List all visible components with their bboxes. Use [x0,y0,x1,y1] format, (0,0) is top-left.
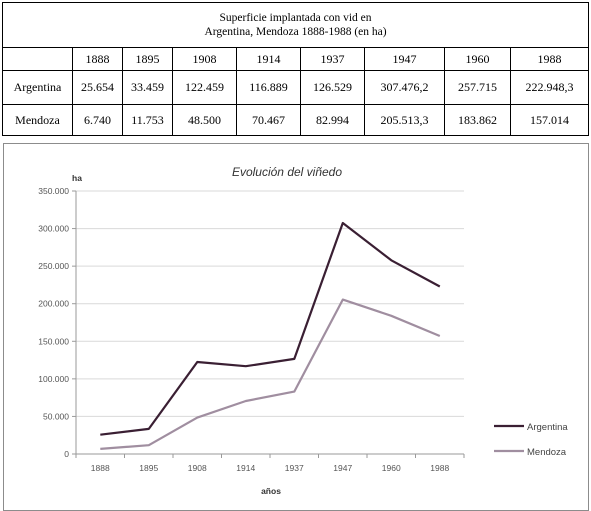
year-header: 1908 [172,47,237,71]
table-cell: 222.948,3 [509,70,590,105]
x-tick-label: 1895 [139,463,158,473]
x-tick-label: 1937 [285,463,304,473]
table-cell: 307.476,2 [364,70,445,105]
series-line-mendoza [100,298,441,450]
y-tick-label: 0 [64,449,69,459]
table-caption: Superficie implantada con vid en Argenti… [1,2,590,48]
year-header: 1888 [72,47,123,71]
table-row-argentina: Argentina 25.654 33.459 122.459 116.889 … [2,70,590,105]
chart-panel: 0 50.000 100.000 150.000 200.000 250.000 300.0… [3,143,589,511]
data-table-wrapper: Superficie implantada con vid en Argenti… [1,2,590,136]
x-tick-label: 1908 [188,463,207,473]
y-tick-label: 200.000 [38,299,69,309]
legend-label-argentina: Argentina [527,422,568,433]
row-label: Argentina [2,70,73,105]
table-header-row: 1888 1895 1908 1914 1937 1947 1960 1988 [2,47,590,71]
series-line-argentina [100,221,441,436]
table-cell: 157.014 [509,104,590,136]
table-cell: 33.459 [122,70,173,105]
table-cell: 48.500 [172,104,237,136]
table-cell: 205.513,3 [364,104,445,136]
table-cell: 257.715 [444,70,511,105]
legend-label-mendoza: Mendoza [527,447,567,458]
year-header: 1947 [364,47,445,71]
table-row-mendoza: Mendoza 6.740 11.753 48.500 70.467 82.99… [2,104,590,136]
x-tick-label: 1960 [382,463,401,473]
axes [72,190,465,458]
x-tick-label: 1888 [91,463,110,473]
x-axis-label: años [261,486,281,496]
table-caption-line2: Argentina, Mendoza 1888-1988 (en ha) [204,26,387,38]
series-lines [100,221,441,450]
year-header: 1937 [300,47,365,71]
x-tick-label: 1947 [333,463,352,473]
table-cell: 116.889 [236,70,301,105]
y-tick-label: 50.000 [43,411,69,421]
y-tick-label: 300.000 [38,224,69,234]
x-tick-label: 1914 [236,463,255,473]
y-tick-label: 350.000 [38,186,69,196]
table-cell: 25.654 [72,70,123,105]
table-cell: 126.529 [300,70,365,105]
year-header: 1914 [236,47,301,71]
y-tick-label: 150.000 [38,336,69,346]
row-label: Mendoza [2,104,73,136]
legend: Argentina Mendoza [494,422,568,458]
line-chart: 0 50.000 100.000 150.000 200.000 250.000 300.0… [38,165,568,496]
table-caption-line1: Superficie implantada con vid en [219,12,372,24]
chart-title: Evolución del viñedo [232,165,342,179]
y-tick-labels: 0 50.000 100.000 150.000 200.000 250.000 300.0… [38,186,69,459]
x-tick-label: 1988 [430,463,449,473]
table-cell: 183.862 [444,104,511,136]
data-table: Superficie implantada con vid en Argenti… [1,2,590,136]
year-header: 1988 [509,47,590,71]
y-axis-label: ha [72,173,82,183]
y-tick-label: 250.000 [38,261,69,271]
table-cell: 82.994 [300,104,365,136]
year-header: 1895 [122,47,173,71]
y-tick-label: 100.000 [38,374,69,384]
grid-lines [76,190,464,417]
table-cell: 11.753 [122,104,173,136]
table-cell: 6.740 [72,104,123,136]
table-cell: 122.459 [172,70,237,105]
table-cell: 70.467 [236,104,301,136]
x-tick-labels: 1888 1895 1908 1914 1937 1947 1960 1988 [91,463,450,473]
table-header-empty [2,47,73,71]
year-header: 1960 [444,47,511,71]
